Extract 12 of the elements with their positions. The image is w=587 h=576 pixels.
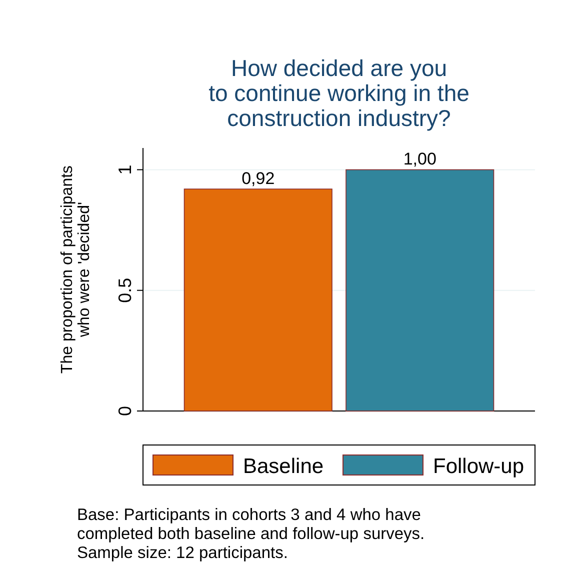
legend-label: Follow-up bbox=[433, 455, 524, 478]
data-label: 1,00 bbox=[403, 150, 436, 169]
y-tick-label: 1 bbox=[115, 164, 135, 175]
chart-title: How decided are you to continue working in the construction industry? bbox=[208, 55, 470, 131]
data-label: 0,92 bbox=[242, 169, 275, 188]
text: completed both baseline and follow-up surveys. bbox=[77, 525, 425, 543]
y-tick-label: 0 bbox=[115, 406, 135, 416]
legend-label: Baseline bbox=[243, 455, 324, 478]
y-axis-title: The proportion of participants who were 'decided' bbox=[59, 165, 93, 374]
text: Sample size: 12 participants. bbox=[77, 544, 288, 562]
y-tick-label: 0.5 bbox=[115, 278, 135, 303]
text: Base: Participants in cohorts 3 and 4 who have bbox=[77, 506, 421, 524]
